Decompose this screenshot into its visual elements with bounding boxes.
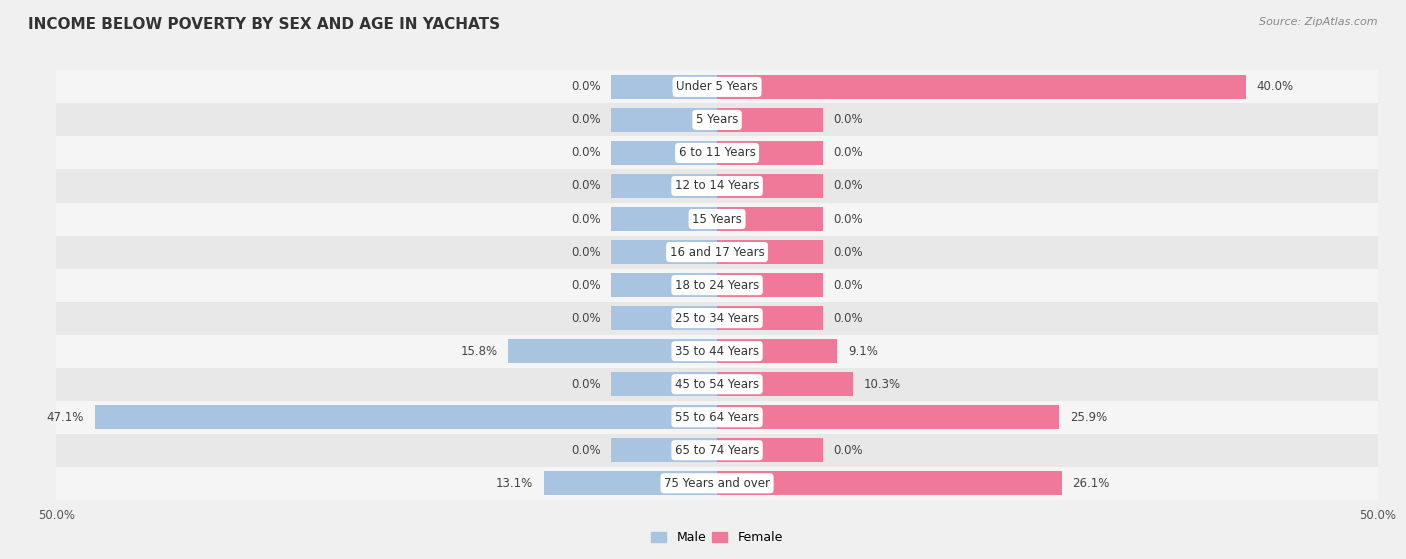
Text: 26.1%: 26.1% bbox=[1073, 477, 1109, 490]
Text: 18 to 24 Years: 18 to 24 Years bbox=[675, 278, 759, 292]
Bar bbox=[56, 368, 1378, 401]
Text: 15 Years: 15 Years bbox=[692, 212, 742, 225]
Text: 0.0%: 0.0% bbox=[834, 311, 863, 325]
Bar bbox=[94, 405, 717, 429]
Text: 75 Years and over: 75 Years and over bbox=[664, 477, 770, 490]
Text: 0.0%: 0.0% bbox=[834, 113, 863, 126]
Bar bbox=[544, 471, 717, 495]
Text: 65 to 74 Years: 65 to 74 Years bbox=[675, 444, 759, 457]
Bar bbox=[56, 103, 1378, 136]
Bar bbox=[612, 372, 717, 396]
Bar bbox=[612, 438, 717, 462]
Bar bbox=[717, 471, 1062, 495]
Bar bbox=[612, 174, 717, 198]
Bar bbox=[612, 108, 717, 132]
Bar bbox=[56, 268, 1378, 302]
Bar bbox=[612, 240, 717, 264]
Bar bbox=[717, 108, 823, 132]
Text: 55 to 64 Years: 55 to 64 Years bbox=[675, 411, 759, 424]
Text: 0.0%: 0.0% bbox=[571, 378, 600, 391]
Text: 0.0%: 0.0% bbox=[571, 179, 600, 192]
Bar bbox=[56, 136, 1378, 169]
Text: 25.9%: 25.9% bbox=[1070, 411, 1107, 424]
Text: 0.0%: 0.0% bbox=[834, 212, 863, 225]
Text: 40.0%: 40.0% bbox=[1257, 80, 1294, 93]
Bar bbox=[56, 202, 1378, 235]
Legend: Male, Female: Male, Female bbox=[647, 526, 787, 549]
Text: 0.0%: 0.0% bbox=[834, 278, 863, 292]
Bar bbox=[717, 438, 823, 462]
Text: 6 to 11 Years: 6 to 11 Years bbox=[679, 146, 755, 159]
Bar bbox=[717, 306, 823, 330]
Bar bbox=[717, 372, 853, 396]
Bar bbox=[612, 75, 717, 99]
Text: Source: ZipAtlas.com: Source: ZipAtlas.com bbox=[1260, 17, 1378, 27]
Text: 13.1%: 13.1% bbox=[496, 477, 533, 490]
Bar bbox=[56, 401, 1378, 434]
Bar bbox=[717, 273, 823, 297]
Text: 0.0%: 0.0% bbox=[571, 278, 600, 292]
Text: 0.0%: 0.0% bbox=[834, 146, 863, 159]
Text: 0.0%: 0.0% bbox=[571, 146, 600, 159]
Text: 0.0%: 0.0% bbox=[571, 80, 600, 93]
Bar bbox=[56, 70, 1378, 103]
Text: 15.8%: 15.8% bbox=[461, 345, 498, 358]
Text: 16 and 17 Years: 16 and 17 Years bbox=[669, 245, 765, 259]
Text: Under 5 Years: Under 5 Years bbox=[676, 80, 758, 93]
Bar bbox=[612, 141, 717, 165]
Bar bbox=[717, 141, 823, 165]
Bar bbox=[56, 434, 1378, 467]
Text: 5 Years: 5 Years bbox=[696, 113, 738, 126]
Bar bbox=[56, 335, 1378, 368]
Bar bbox=[717, 174, 823, 198]
Bar bbox=[717, 405, 1059, 429]
Text: 0.0%: 0.0% bbox=[571, 444, 600, 457]
Bar bbox=[612, 207, 717, 231]
Text: 25 to 34 Years: 25 to 34 Years bbox=[675, 311, 759, 325]
Text: 9.1%: 9.1% bbox=[848, 345, 877, 358]
Text: 0.0%: 0.0% bbox=[834, 245, 863, 259]
Bar bbox=[56, 302, 1378, 335]
Bar bbox=[508, 339, 717, 363]
Text: 0.0%: 0.0% bbox=[571, 245, 600, 259]
Bar bbox=[56, 467, 1378, 500]
Bar bbox=[717, 207, 823, 231]
Text: 35 to 44 Years: 35 to 44 Years bbox=[675, 345, 759, 358]
Text: 0.0%: 0.0% bbox=[834, 444, 863, 457]
Text: 0.0%: 0.0% bbox=[571, 311, 600, 325]
Text: 12 to 14 Years: 12 to 14 Years bbox=[675, 179, 759, 192]
Text: 45 to 54 Years: 45 to 54 Years bbox=[675, 378, 759, 391]
Text: 0.0%: 0.0% bbox=[834, 179, 863, 192]
Bar bbox=[717, 240, 823, 264]
Bar bbox=[56, 169, 1378, 202]
Text: 0.0%: 0.0% bbox=[571, 113, 600, 126]
Bar bbox=[717, 75, 1246, 99]
Text: 10.3%: 10.3% bbox=[863, 378, 901, 391]
Bar bbox=[56, 235, 1378, 268]
Text: INCOME BELOW POVERTY BY SEX AND AGE IN YACHATS: INCOME BELOW POVERTY BY SEX AND AGE IN Y… bbox=[28, 17, 501, 32]
Text: 0.0%: 0.0% bbox=[571, 212, 600, 225]
Bar bbox=[717, 339, 838, 363]
Bar bbox=[612, 273, 717, 297]
Text: 47.1%: 47.1% bbox=[46, 411, 84, 424]
Bar bbox=[612, 306, 717, 330]
